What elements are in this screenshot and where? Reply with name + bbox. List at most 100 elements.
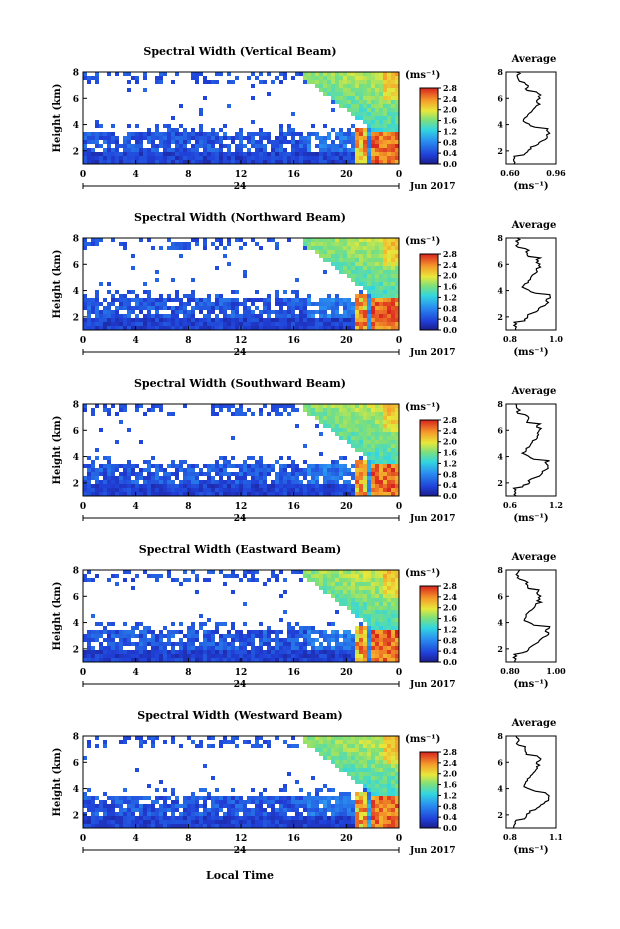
heatmap-cell	[371, 108, 375, 112]
heatmap-cell	[375, 120, 379, 124]
heatmap-cell	[391, 756, 395, 760]
heatmap-cell	[395, 464, 399, 468]
heatmap-cell	[351, 416, 355, 420]
heatmap-cell	[355, 590, 359, 594]
heatmap-cell	[295, 816, 299, 820]
heatmap-cell	[363, 800, 367, 804]
heatmap-cell	[131, 816, 135, 820]
heatmap-cell	[343, 472, 347, 476]
heatmap-cell	[111, 820, 115, 824]
heatmap-cell	[375, 136, 379, 140]
heatmap-cell	[331, 148, 335, 152]
heatmap-cell	[147, 290, 151, 294]
heatmap-cell	[215, 824, 219, 828]
heatmap-cell	[295, 160, 299, 164]
heatmap-cell	[215, 266, 219, 270]
heatmap-cell	[279, 140, 283, 144]
heatmap-cell	[343, 484, 347, 488]
heatmap-cell	[147, 472, 151, 476]
heatmap-cell	[259, 736, 263, 740]
heatmap-cell	[391, 302, 395, 306]
heatmap-cell	[227, 104, 231, 108]
heatmap-cell	[199, 108, 203, 112]
heatmap-cell	[179, 156, 183, 160]
heatmap-cell	[115, 318, 119, 322]
heatmap-cell	[283, 796, 287, 800]
heatmap-cell	[395, 318, 399, 322]
heatmap-cell	[207, 464, 211, 468]
heatmap-cell	[199, 326, 203, 330]
heatmap-cell	[199, 136, 203, 140]
heatmap-cell	[227, 480, 231, 484]
heatmap-cell	[163, 740, 167, 744]
heatmap-cell	[327, 136, 331, 140]
heatmap-cell	[387, 650, 391, 654]
heatmap-cell	[383, 404, 387, 408]
heatmap-cell	[135, 488, 139, 492]
heatmap-cell	[383, 254, 387, 258]
colorbar-tick-label: 2.8	[443, 83, 457, 93]
heatmap-cell	[391, 780, 395, 784]
heatmap-cell	[279, 820, 283, 824]
heatmap-cell	[215, 788, 219, 792]
heatmap-cell	[335, 84, 339, 88]
heatmap-cell	[155, 484, 159, 488]
heatmap-cell	[131, 626, 135, 630]
heatmap-cell	[343, 804, 347, 808]
heatmap-cell	[303, 642, 307, 646]
heatmap-cell	[207, 816, 211, 820]
heatmap-cell	[267, 152, 271, 156]
heatmap-cell	[331, 634, 335, 638]
heatmap-cell	[359, 144, 363, 148]
heatmap-cell	[347, 736, 351, 740]
heatmap-cell	[343, 480, 347, 484]
heatmap-cell	[239, 246, 243, 250]
heatmap-cell	[387, 160, 391, 164]
heatmap-cell	[227, 326, 231, 330]
heatmap-cell	[327, 80, 331, 84]
heatmap-cell	[227, 144, 231, 148]
heatmap-cell	[387, 322, 391, 326]
heatmap-cell	[355, 262, 359, 266]
heatmap-cell	[319, 250, 323, 254]
heatmap-cell	[351, 132, 355, 136]
heatmap-cell	[111, 404, 115, 408]
y-axis-label: Height (km)	[52, 748, 63, 817]
heatmap-cell	[211, 306, 215, 310]
heatmap-cell	[239, 140, 243, 144]
heatmap-cell	[175, 658, 179, 662]
heatmap-cell	[339, 424, 343, 428]
heatmap-cell	[231, 638, 235, 642]
y-axis-label: Height (km)	[52, 582, 63, 651]
heatmap-cell	[391, 634, 395, 638]
heatmap-cell	[119, 630, 123, 634]
heatmap-cell	[259, 408, 263, 412]
heatmap-cell	[239, 132, 243, 136]
heatmap-cell	[331, 804, 335, 808]
heatmap-cell	[179, 650, 183, 654]
heatmap-cell	[319, 800, 323, 804]
heatmap-cell	[327, 740, 331, 744]
heatmap-cell	[323, 654, 327, 658]
heatmap-cell	[179, 306, 183, 310]
heatmap-cell	[267, 294, 271, 298]
heatmap-cell	[95, 488, 99, 492]
heatmap-cell	[215, 314, 219, 318]
heatmap-cell	[243, 634, 247, 638]
heatmap-cell	[291, 302, 295, 306]
heatmap-cell	[355, 104, 359, 108]
heatmap-cell	[119, 820, 123, 824]
heatmap-cell	[187, 314, 191, 318]
heatmap-cell	[115, 464, 119, 468]
heatmap-cell	[331, 812, 335, 816]
heatmap-cell	[239, 638, 243, 642]
heatmap-cell	[243, 476, 247, 480]
heatmap-cell	[371, 120, 375, 124]
heatmap-cell	[107, 318, 111, 322]
heatmap-cell	[139, 630, 143, 634]
heatmap-cell	[339, 792, 343, 796]
heatmap-cell	[375, 262, 379, 266]
heatmap-cell	[331, 484, 335, 488]
heatmap-cell	[195, 132, 199, 136]
heatmap-cell	[207, 736, 211, 740]
